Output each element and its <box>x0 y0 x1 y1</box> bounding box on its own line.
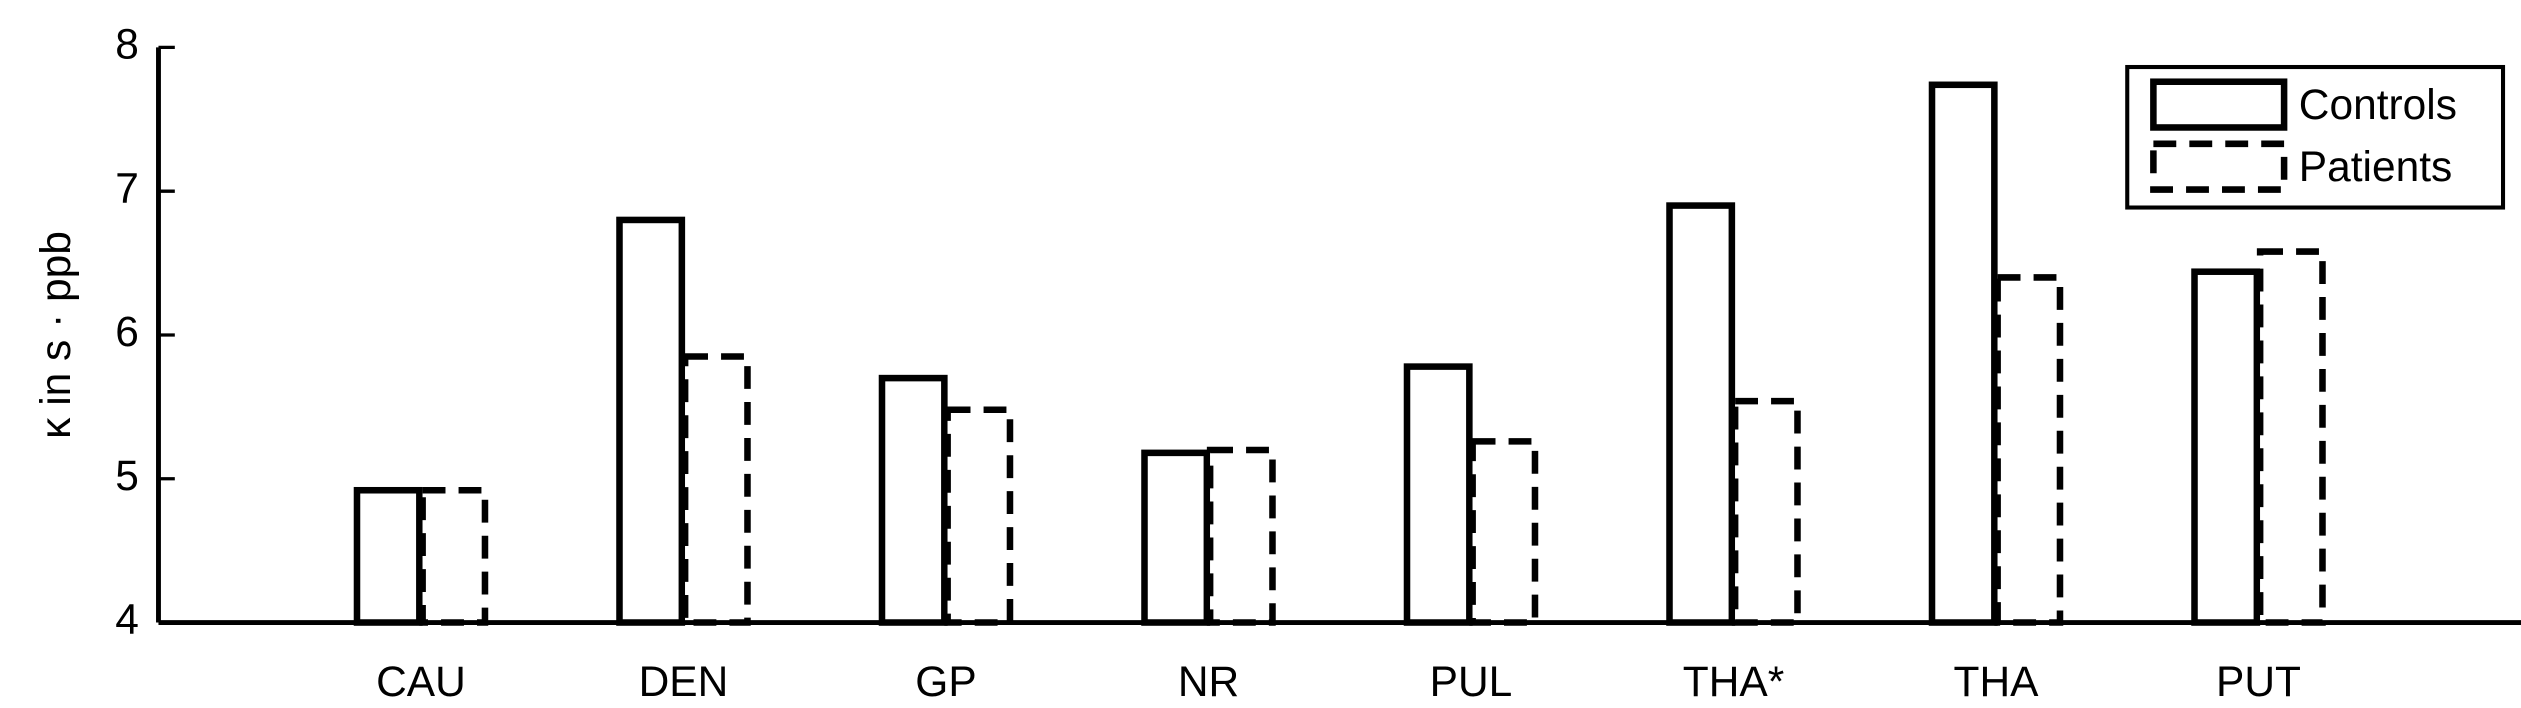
x-tick-label: GP <box>915 658 976 705</box>
bar <box>2256 248 2326 626</box>
legend-swatch <box>2150 78 2288 131</box>
legend-label: Controls <box>2299 81 2457 128</box>
x-tick-label: THA* <box>1683 658 1784 705</box>
bar <box>1994 274 2064 626</box>
bar <box>1141 449 1211 626</box>
x-tick-label: THA <box>1954 658 2040 705</box>
y-tick-label: 4 <box>115 596 139 643</box>
x-tick-label: PUL <box>1430 658 1513 705</box>
bar <box>1403 363 1473 626</box>
bar <box>878 374 948 626</box>
x-tick-label: PUT <box>2216 658 2301 705</box>
y-tick-label: 6 <box>115 308 139 355</box>
bar <box>944 406 1014 626</box>
bar <box>419 486 489 626</box>
y-tick-label: 8 <box>115 21 139 68</box>
bar <box>1469 438 1539 626</box>
bar <box>1928 81 1998 626</box>
bar <box>681 353 751 626</box>
bar <box>1206 446 1276 626</box>
y-axis-label: κ in s · ppb <box>32 231 79 439</box>
x-tick-label: DEN <box>639 658 729 705</box>
legend-label: Patients <box>2299 143 2452 190</box>
bar <box>1666 202 1736 626</box>
x-tick-label: NR <box>1178 658 1239 705</box>
bar <box>2191 268 2261 626</box>
y-tick-label: 7 <box>115 164 139 211</box>
bar <box>1731 397 1801 626</box>
legend-swatch <box>2150 140 2288 193</box>
bar <box>353 486 423 626</box>
x-tick-label: CAU <box>376 658 466 705</box>
bar <box>616 216 686 626</box>
y-tick-label: 5 <box>115 452 139 499</box>
